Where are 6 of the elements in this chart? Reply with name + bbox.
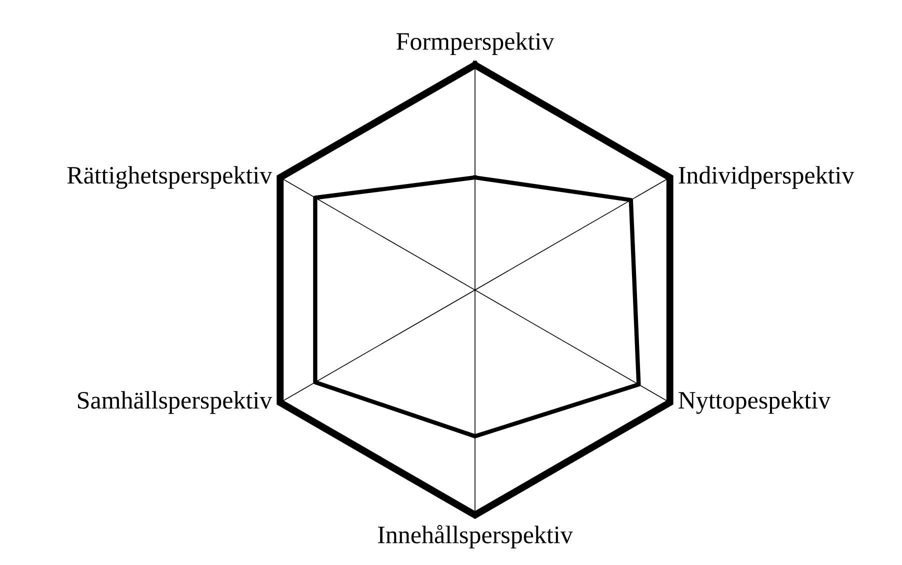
spoke-label: Formperspektiv	[396, 32, 554, 55]
spoke-label: Rättighetsperspektiv	[67, 166, 272, 189]
spoke-label: Samhällsperspektiv	[78, 391, 272, 414]
spoke-label: Nyttopespektiv	[678, 391, 831, 414]
spoke-label: Innehållsperspektiv	[378, 525, 573, 548]
spoke-label: Individperspektiv	[678, 166, 854, 189]
